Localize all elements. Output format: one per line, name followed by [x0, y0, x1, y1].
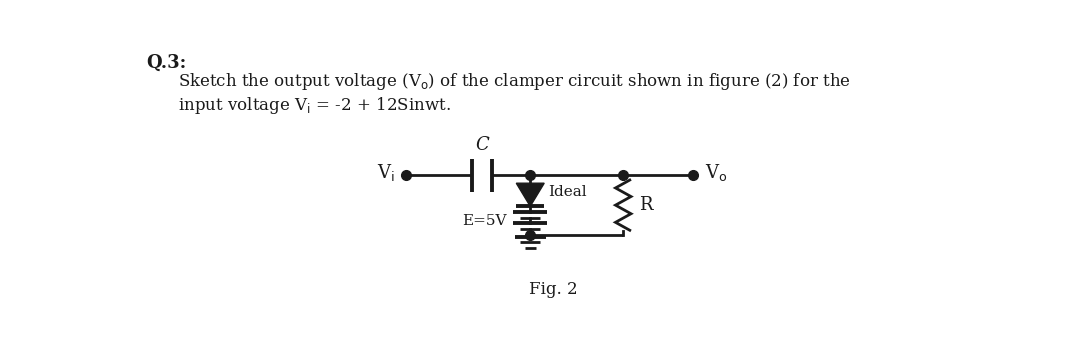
- Text: input voltage V$_\mathrm{i}$ = -2 + 12Sinwt.: input voltage V$_\mathrm{i}$ = -2 + 12Si…: [177, 95, 450, 116]
- Text: Fig. 2: Fig. 2: [529, 281, 578, 298]
- Polygon shape: [516, 183, 544, 206]
- Text: Ideal: Ideal: [548, 185, 586, 199]
- Text: V$_\mathrm{i}$: V$_\mathrm{i}$: [377, 162, 394, 183]
- Text: R: R: [638, 196, 652, 214]
- Text: C: C: [475, 136, 488, 154]
- Text: Q.3:: Q.3:: [147, 54, 187, 72]
- Text: V$_\mathrm{o}$: V$_\mathrm{o}$: [704, 162, 727, 183]
- Text: E=5V: E=5V: [462, 213, 507, 228]
- Text: Sketch the output voltage (V$_\mathrm{o}$) of the clamper circuit shown in figur: Sketch the output voltage (V$_\mathrm{o}…: [177, 71, 850, 92]
